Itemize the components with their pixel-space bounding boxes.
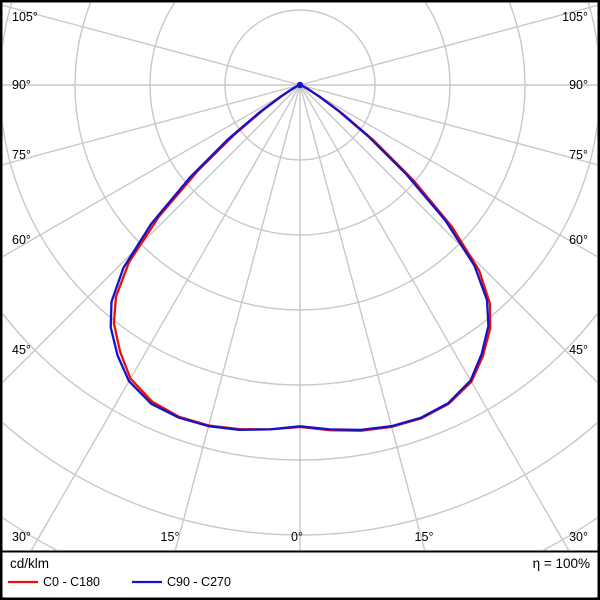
angle-label-left: 75° [12, 148, 31, 162]
legend-label-c90-c270: C90 - C270 [167, 575, 231, 589]
angle-labels: 105° 90° 75° 60° 45° 105° 90° 75° 60° 45° 30° 15° 0°… [12, 10, 588, 544]
polar-grid-ray [174, 84, 301, 550]
polar-grid-ray [3, 84, 301, 258]
polar-grid-ray [299, 84, 570, 550]
polar-grid-ray [299, 84, 597, 258]
angle-label-bottom: 30° [12, 530, 31, 544]
angle-label-left: 90° [12, 78, 31, 92]
legend-label-c0-c180: C0 - C180 [43, 575, 100, 589]
polar-grid-ray [299, 4, 597, 86]
angle-label-left: 60° [12, 233, 31, 247]
polar-grid-ray [3, 4, 301, 86]
angle-label-left: 105° [12, 10, 38, 24]
polar-grid-ray [3, 84, 301, 166]
curve-origin-dot [296, 81, 304, 89]
polar-grid-ray [299, 84, 597, 166]
angle-label-bottom: 15° [415, 530, 434, 544]
curve-c0-c180 [112, 83, 492, 432]
polar-grid-ray [299, 84, 426, 550]
intensity-curves [109, 81, 492, 432]
angle-label-bottom: 15° [161, 530, 180, 544]
angle-label-right: 75° [569, 148, 588, 162]
angle-label-right: 45° [569, 343, 588, 357]
angle-label-right: 90° [569, 78, 588, 92]
curve-c90-c270 [109, 83, 490, 432]
angle-label-right: 105° [562, 10, 588, 24]
radial-unit-label: cd/klm [10, 556, 49, 571]
polar-grid-ray [30, 84, 301, 550]
angle-label-bottom: 0° [291, 530, 303, 544]
angle-label-left: 45° [12, 343, 31, 357]
polar-grid-ray [3, 84, 301, 383]
angle-label-right: 60° [569, 233, 588, 247]
polar-grid-ray [299, 84, 597, 383]
angle-label-bottom: 30° [569, 530, 588, 544]
efficiency-label: η = 100% [533, 556, 590, 571]
legend: cd/klm η = 100% C0 - C180 C90 - C270 [8, 556, 590, 589]
